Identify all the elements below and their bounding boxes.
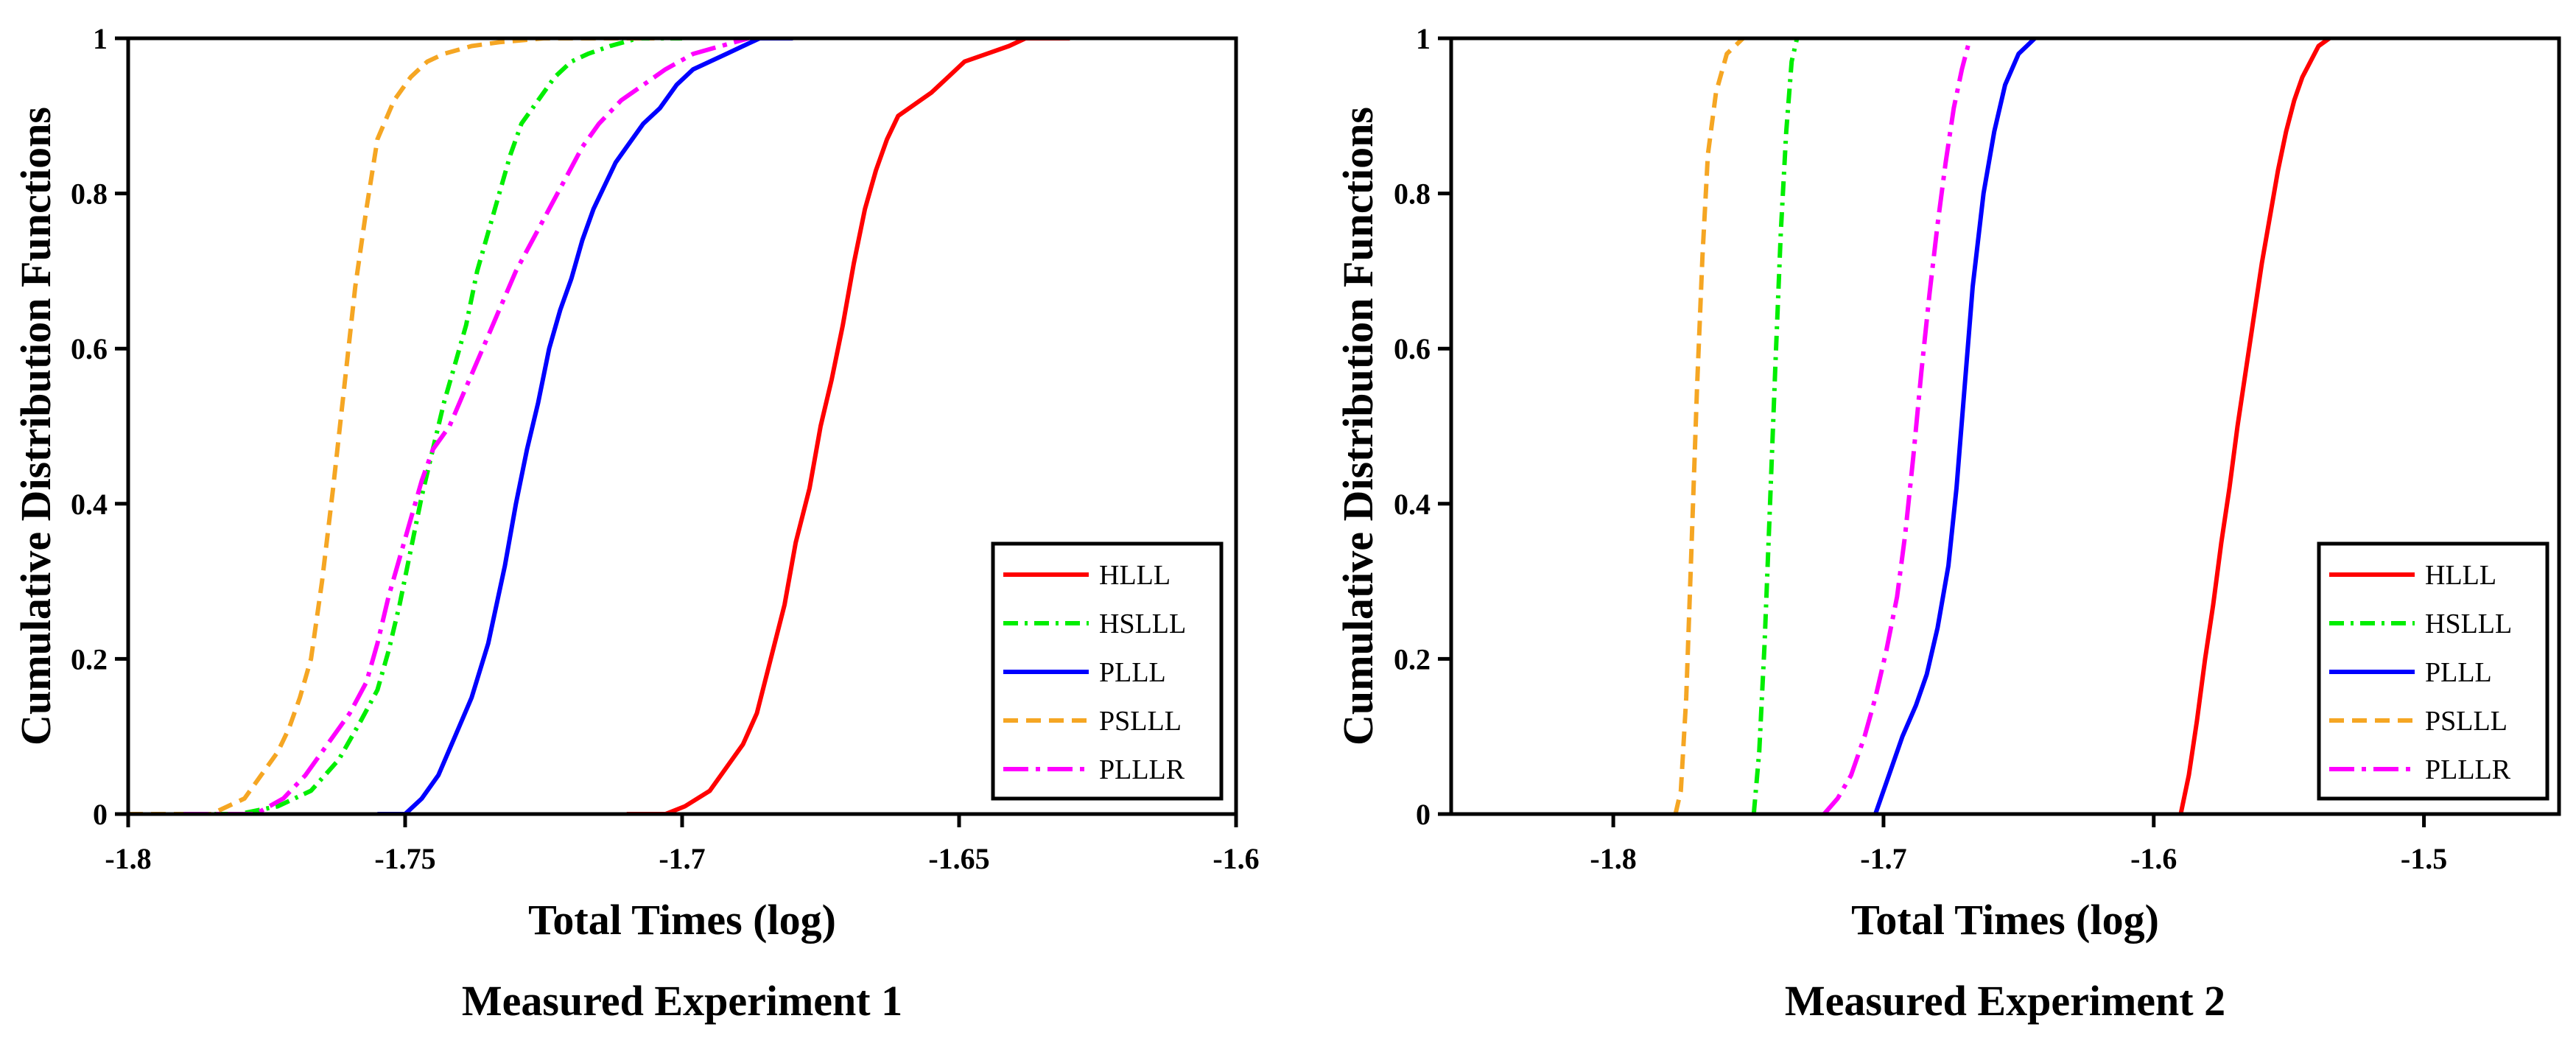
legend-label-pslll: PSLLL	[2425, 706, 2507, 737]
x-tick-label: -1.6	[1212, 842, 1259, 875]
y-tick-label: 1	[93, 22, 108, 55]
legend-label-hlll: HLLL	[2425, 560, 2496, 591]
y-tick-label: 0.8	[71, 178, 108, 211]
series-line-pslll	[128, 38, 655, 814]
y-tick-label: 0.2	[1394, 642, 1431, 676]
x-tick-label: -1.8	[105, 842, 151, 875]
chart-panel-1: -1.8 -1.75 -1.7 -1.65 -1.6 0 0.2 0.4 0.6 0.8 1 Tota…	[12, 22, 1260, 1025]
series-line-hlll	[2178, 38, 2331, 814]
plot-frame	[1449, 36, 2561, 816]
legend-label-plllr: PLLLR	[1099, 754, 1185, 785]
y-axis-title: Cumulative Distribution Functions	[1334, 107, 1382, 746]
series-line-hlll	[626, 38, 1070, 814]
x-tick-label: -1.5	[2401, 842, 2447, 875]
series-group	[1673, 38, 2331, 814]
x-axis-title: Total Times (log)	[1851, 896, 2159, 944]
chart-caption: Measured Experiment 1	[462, 977, 902, 1025]
x-tick-label: -1.65	[928, 842, 989, 875]
y-tick-label: 0	[93, 798, 108, 831]
y-tick-label: 0.2	[71, 642, 108, 676]
series-group	[128, 38, 1070, 814]
legend-label-plll: PLLL	[1099, 657, 1166, 688]
y-tick-label: 0.4	[1394, 488, 1431, 521]
legend-label-hslll: HSLLL	[2425, 609, 2512, 639]
legend: HLLL HSLLL PLLL PSLLL PLLLR	[991, 541, 1224, 801]
series-line-hslll	[1751, 38, 1800, 814]
series-line-plllr	[183, 38, 750, 814]
legend: HLLL HSLLL PLLL PSLLL PLLLR	[2317, 541, 2549, 801]
series-line-hslll	[183, 38, 682, 814]
y-tick-label: 0.4	[71, 488, 108, 521]
legend-label-pslll: PSLLL	[1099, 706, 1182, 737]
y-tick-label: 0.6	[71, 332, 108, 365]
x-tick-label: -1.7	[659, 842, 705, 875]
legend-label-plll: PLLL	[2425, 657, 2492, 688]
y-tick-label: 0.8	[1394, 178, 1431, 211]
y-tick-label: 0	[1416, 798, 1431, 831]
series-line-plll	[1873, 38, 2037, 814]
series-line-plll	[377, 38, 793, 814]
x-tick-label: -1.75	[374, 842, 435, 875]
x-tick-label: -1.8	[1590, 842, 1636, 875]
series-line-plllr	[1822, 38, 1973, 814]
y-tick-label: 0.6	[1394, 332, 1431, 365]
x-tick-label: -1.6	[2130, 842, 2177, 875]
y-axis-title: Cumulative Distribution Functions	[12, 107, 60, 746]
legend-label-hslll: HSLLL	[1099, 609, 1186, 639]
y-tick-label: 1	[1416, 22, 1431, 55]
legend-label-plllr: PLLLR	[2425, 754, 2511, 785]
chart-caption: Measured Experiment 2	[1785, 977, 2225, 1025]
chart-panel-2: -1.8 -1.7 -1.6 -1.5 0 0.2 0.4 0.6 0.8 1 Total Time…	[1334, 22, 2561, 1025]
series-line-pslll	[1673, 38, 1745, 814]
x-tick-label: -1.7	[1860, 842, 1906, 875]
legend-label-hlll: HLLL	[1099, 560, 1171, 591]
x-axis-title: Total Times (log)	[528, 896, 836, 944]
